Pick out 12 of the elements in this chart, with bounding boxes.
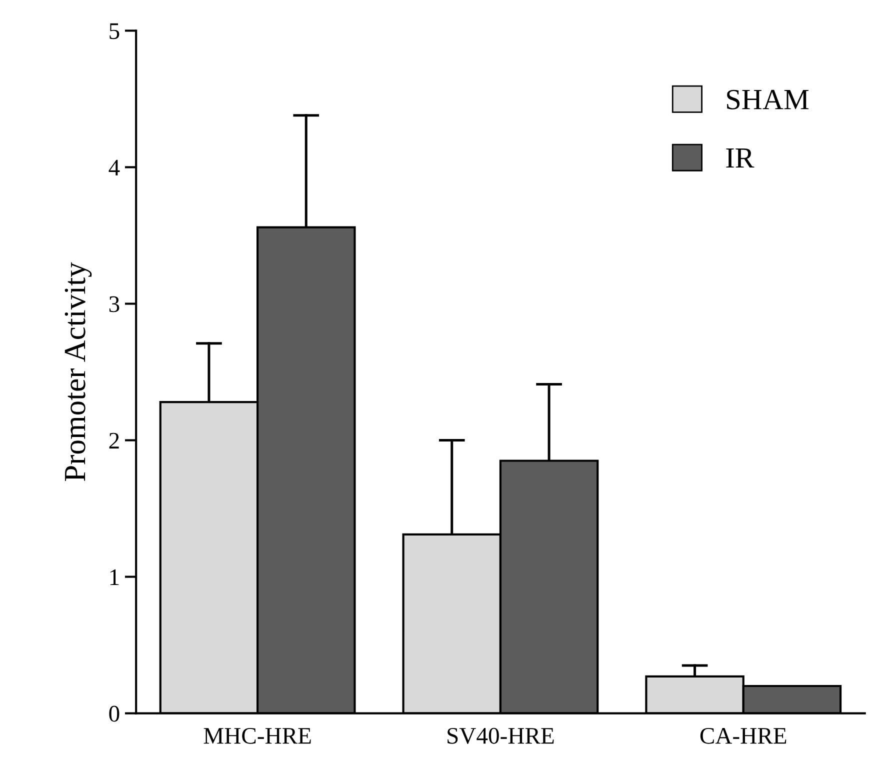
y-tick-label: 5 (110, 23, 120, 40)
y-tick-label: 3 (109, 296, 120, 312)
y-tick-label: 0 (109, 706, 120, 722)
y-tick-label: 1 (110, 569, 119, 585)
legend-label: SHAM (727, 90, 809, 110)
y-tick-label: 4 (108, 160, 120, 176)
y-tick-label: 2 (109, 432, 119, 448)
x-tick-label: MHC-HRE (204, 728, 311, 744)
x-tick-label: CA-HRE (700, 728, 786, 744)
x-tick-label: SV40-HRE (448, 728, 554, 744)
legend-label: IR (726, 148, 754, 168)
y-axis-title: Promoter Activity (64, 262, 92, 482)
